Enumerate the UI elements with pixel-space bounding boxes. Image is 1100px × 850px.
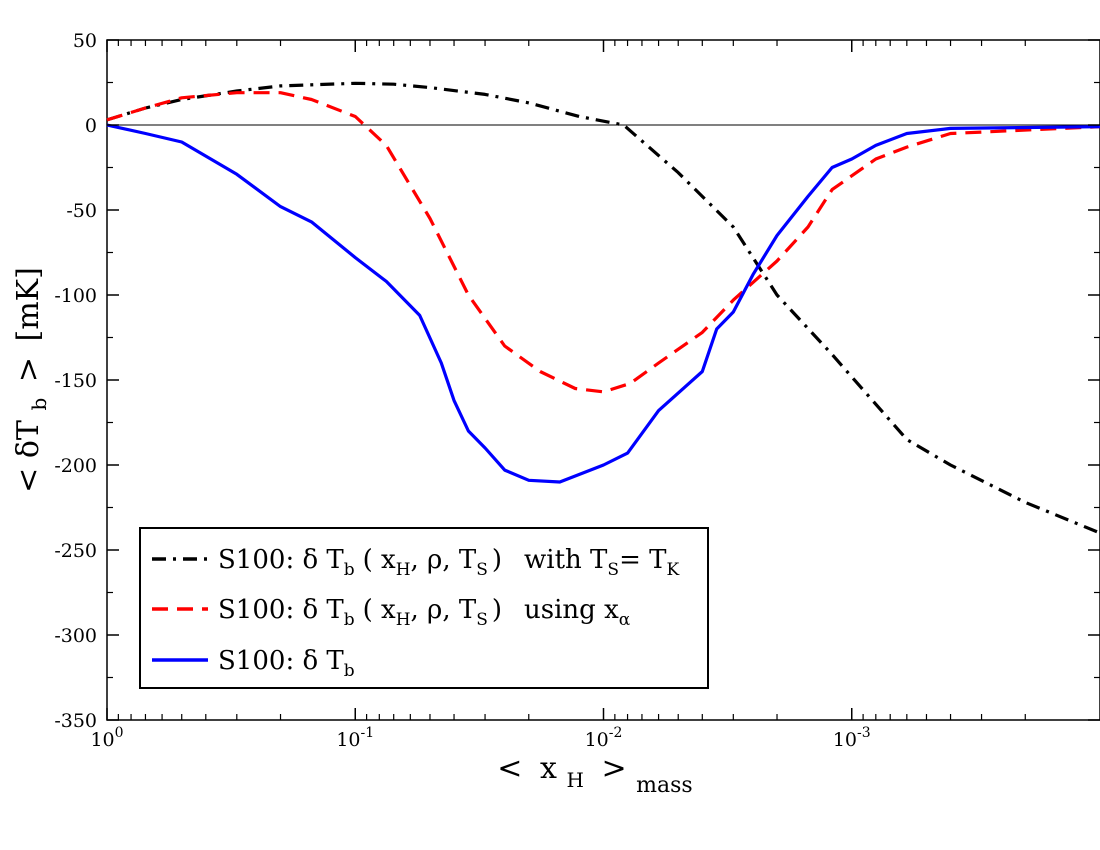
series-layer — [106, 81, 1100, 535]
x-axis-title-close: > — [601, 751, 626, 786]
x-tick-label: 10-3 — [833, 725, 871, 751]
legend-entry-3: S100: δ Tb — [218, 646, 355, 681]
y-axis-title-var: δT — [11, 420, 46, 458]
y-tick-label: -150 — [54, 370, 97, 392]
tick-layer — [106, 39, 1100, 721]
legend-entry-1: S100: δ Tb( xH, ρ, TS) with TS= TK — [218, 545, 679, 580]
y-axis-title-open: < — [11, 468, 46, 493]
y-axis-title-unit: [mK] — [11, 267, 46, 341]
y-tick-label: 0 — [85, 115, 97, 137]
x-axis-title-var: x — [540, 751, 557, 786]
x-tick-label: 10-2 — [585, 725, 623, 751]
y-axis-title-sub: b — [27, 398, 51, 411]
y-tick-label: -350 — [54, 710, 97, 732]
series-line-3 — [106, 123, 1100, 484]
y-tick-label: -50 — [66, 200, 97, 222]
x-axis-title-close-sub: mass — [636, 773, 693, 798]
x-axis-title-sub: H — [566, 768, 583, 792]
series-line-1 — [106, 81, 1100, 535]
x-tick-label: 100 — [90, 725, 123, 751]
svg-text:< δT b >: < δT b > [mK] — [11, 267, 54, 493]
x-axis-title-open: < — [497, 751, 522, 786]
y-axis-title: < δT b > [mK] — [11, 267, 54, 493]
legend-entry-2: S100: δ Tb( xH, ρ, TS) using xα — [218, 595, 631, 630]
y-tick-label: -200 — [54, 455, 97, 477]
legend: S100: δ Tb( xH, ρ, TS) with TS= TK S100: … — [139, 527, 709, 689]
y-tick-label: 50 — [73, 30, 97, 52]
y-tick-label: -100 — [54, 285, 97, 307]
x-tick-label: 10-1 — [336, 725, 374, 751]
y-axis-title-close: > — [11, 357, 46, 382]
y-tick-label: -300 — [54, 625, 97, 647]
legend-box — [139, 527, 709, 689]
series-line-2 — [106, 91, 1100, 394]
x-axis-title: < x H > mass — [497, 751, 692, 798]
y-tick-label: -250 — [54, 540, 97, 562]
